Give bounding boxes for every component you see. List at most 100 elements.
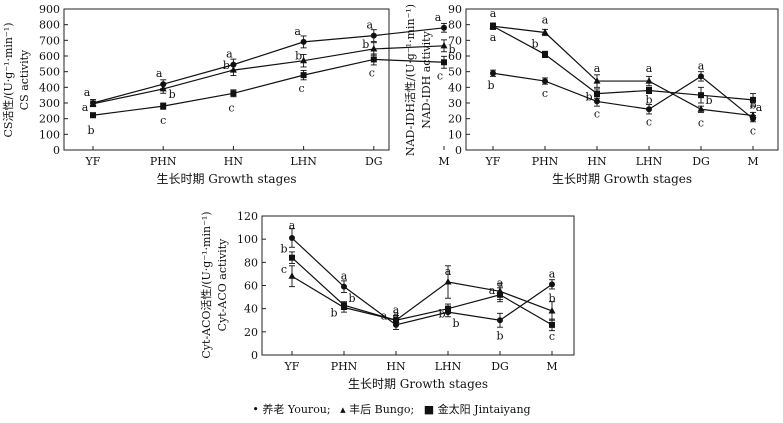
panel-aco-line-bungo <box>291 275 553 321</box>
panel-cs-point-bungo <box>229 66 237 73</box>
panel-idh-line-bungo <box>492 25 754 117</box>
panel-aco-ylabel: Cyt-ACO活性/(U·g⁻¹·min⁻¹) <box>199 211 213 358</box>
panel-aco-xtick-label: HN <box>386 360 406 373</box>
panel-idh-ytick-label: 0 <box>455 144 462 157</box>
panel-idh-ytick-label: 10 <box>448 128 462 141</box>
panel-aco-ytick-label: 80 <box>244 256 258 269</box>
panel-cs-sig-letter-jintaiyang: c <box>160 114 166 127</box>
panel-aco-sig-letter-jintaiyang: b <box>280 243 287 256</box>
panel-idh-point-jintaiyang <box>542 51 548 58</box>
panel-idh-sig-letter-yourou: a <box>698 59 705 72</box>
panel-idh-frame <box>465 8 779 151</box>
panel-idh-sig-letter-jintaiyang: b <box>585 91 592 104</box>
legend-label-bungo: 丰后 Bungo; <box>349 403 415 416</box>
panel-idh-sig-letter-yourou: c <box>750 125 756 138</box>
panel-idh-point-yourou <box>490 70 496 77</box>
panel-idh-sig-letter-yourou: c <box>542 87 548 100</box>
legend-item-jintaiyang: ■ 金太阳 Jintaiyang <box>424 403 531 416</box>
panel-cs-sig-letter-bungo: b <box>448 43 455 56</box>
panel-cs-sig-letter-yourou: a <box>156 67 163 80</box>
panel-aco-point-jintaiyang <box>445 305 451 312</box>
panel-cs-ytick-label: 100 <box>39 128 60 141</box>
panel-idh-sig-letter-jintaiyang: a <box>490 31 497 44</box>
panel-cs-sig-letter-yourou: a <box>226 48 233 61</box>
panel-idh-xtick-label: YF <box>485 155 501 168</box>
panel-idh-ytick-label: 80 <box>448 19 462 32</box>
panel-idh-ytick-label: 20 <box>448 113 462 126</box>
panel-idh-point-yourou <box>646 106 652 113</box>
panel-aco-sig-letter-yourou: a <box>549 267 556 280</box>
panel-cs-point-yourou <box>441 24 447 31</box>
panel-cs-point-jintaiyang <box>230 90 237 97</box>
panel-idh-ytick-label: 50 <box>448 66 462 79</box>
panel-aco-sig-letter-bungo: a <box>445 265 452 278</box>
panel-cs-xtick-label: M <box>438 155 449 168</box>
panel-cs-point-bungo <box>300 56 308 64</box>
panel-cs-sig-letter-bungo: b <box>362 38 369 51</box>
panel-cs-line-jintaiyang <box>92 58 445 116</box>
panel-idh-sig-letter-jintaiyang: b <box>705 94 712 107</box>
triangle-marker-icon: ▴ <box>340 403 346 416</box>
panel-cs-point-jintaiyang <box>370 56 377 63</box>
panel-cs-point-yourou <box>370 32 377 39</box>
panel-idh-xtick-label: DG <box>692 155 710 168</box>
panel-cs-point-yourou <box>300 38 307 45</box>
legend: • 养老 Yourou; ▴ 丰后 Bungo; ■ 金太阳 Jintaiyan… <box>0 401 783 417</box>
panel-aco-frame <box>261 215 575 356</box>
panel-aco-point-bungo <box>444 278 452 285</box>
panel-idh-point-bungo <box>645 77 653 84</box>
panel-idh-xtick-label: PHN <box>532 155 559 168</box>
panel-cs-ytick-label: 300 <box>39 97 60 110</box>
panel-cs-ytick-label: 500 <box>39 66 60 79</box>
panel-cs-line-yourou <box>92 27 445 104</box>
panel-aco-sig-letter-jintaiyang: b <box>348 292 355 305</box>
panel-cs-xtick-label: DG <box>365 155 383 168</box>
panel-idh-point-bungo <box>749 111 757 119</box>
panel-idh-ylabel-en: NAD-IDH activity <box>420 30 433 128</box>
panel-aco-sig-letter-bungo: a <box>497 276 504 289</box>
panel-aco-point-jintaiyang <box>549 321 555 328</box>
panel-cs-xtick-label: PHN <box>150 155 177 168</box>
panel-idh-line-yourou <box>492 72 754 120</box>
panel-cs-point-jintaiyang <box>90 112 96 119</box>
panel-idh-ytick-label: 60 <box>448 50 462 63</box>
panel-aco-point-yourou <box>289 235 295 242</box>
panel-cs-sig-letter-bungo: b <box>295 50 302 63</box>
panel-idh-ytick-label: 70 <box>448 34 462 47</box>
panel-cs-xtick-label: YF <box>85 155 101 168</box>
panel-idh-sig-letter-bungo: a <box>542 14 549 27</box>
panel-aco-point-bungo <box>288 272 296 279</box>
panel-cs-sig-letter-bungo: b <box>223 59 230 72</box>
panel-aco-point-jintaiyang <box>393 317 399 324</box>
panel-aco-xtick-label: YF <box>284 360 300 373</box>
panel-cs-sig-letter-jintaiyang: c <box>437 69 443 82</box>
panel-aco-sig-letter-jintaiyang: a <box>393 303 400 316</box>
panel-idh-point-yourou <box>698 73 704 80</box>
panel-idh-point-bungo <box>593 77 601 84</box>
panel-idh-xtick-label: M <box>747 155 758 168</box>
panel-aco-sig-letter-bungo: b <box>330 307 337 320</box>
panel-idh-sig-letter-bungo: a <box>490 7 497 20</box>
panel-aco-sig-letter-yourou: a <box>393 308 400 321</box>
panel-cs-ylabel-en: CS activity <box>18 49 31 110</box>
panel-cs-point-bungo <box>89 99 97 107</box>
panel-idh-sig-letter-bungo: a <box>646 62 653 75</box>
panel-aco-sig-letter-jintaiyang: a <box>489 284 496 297</box>
panel-aco-ytick-label: 0 <box>251 349 258 362</box>
panel-aco-ytick-label: 120 <box>237 210 258 223</box>
panel-idh-point-jintaiyang <box>594 90 600 97</box>
panel-cs-line-bungo <box>92 45 445 105</box>
panel-idh-xtick-label: HN <box>587 155 607 168</box>
panel-cs-ytick-label: 600 <box>39 50 60 63</box>
legend-label-yourou: 养老 Yourou; <box>262 403 331 416</box>
panel-cs-sig-letter-bungo: a <box>82 101 89 114</box>
panel-idh-sig-letter-jintaiyang: b <box>531 37 538 50</box>
panel-idh-ytick-label: 30 <box>448 97 462 110</box>
panel-aco-line-jintaiyang <box>291 257 553 326</box>
panel-aco-sig-letter-yourou: b <box>452 317 459 330</box>
panel-aco-point-yourou <box>497 317 503 324</box>
panel-idh-sig-letter-yourou: c <box>594 107 600 120</box>
panel-aco-sig-letter-yourou: b <box>496 329 503 342</box>
panel-cs-sig-letter-yourou: a <box>84 86 91 99</box>
